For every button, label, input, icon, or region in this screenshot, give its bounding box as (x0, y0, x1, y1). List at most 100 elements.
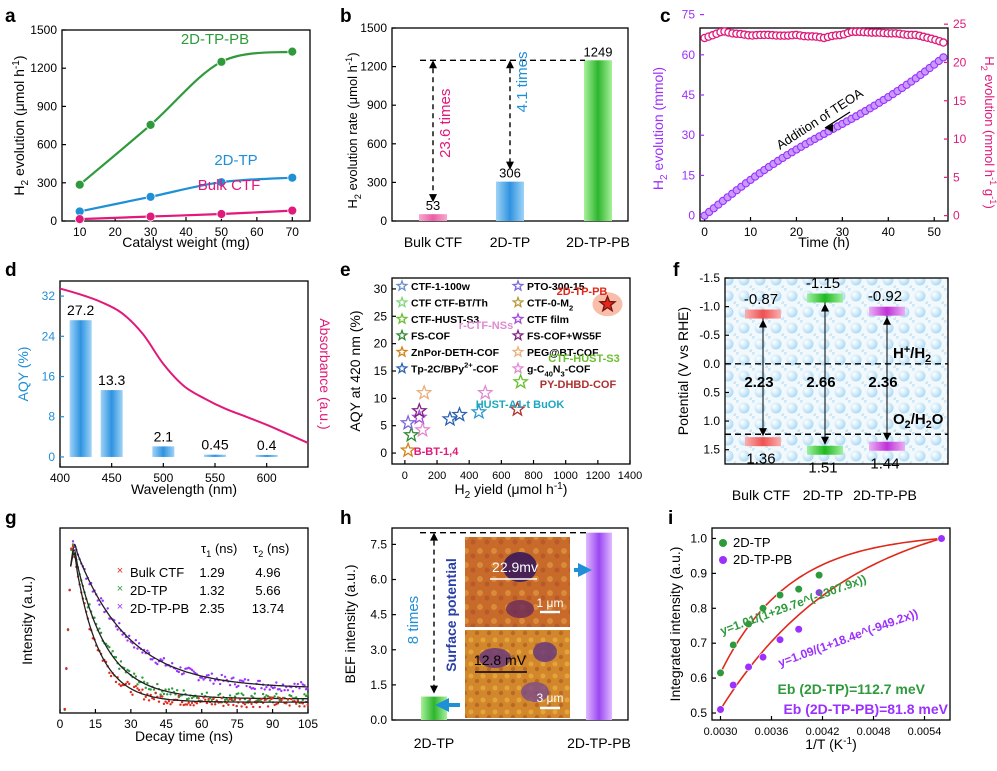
legend-label: 2D-TP-PB (130, 601, 189, 616)
data-point (729, 680, 738, 690)
decay-point (187, 697, 190, 700)
decay-point (192, 670, 195, 673)
x-tick-label: 0.0042 (806, 726, 840, 738)
x-tick-label: 2D-TP (803, 487, 843, 503)
point-label: 2D-TP-PB (557, 286, 608, 298)
data-point (775, 590, 785, 600)
fit-line (79, 50, 293, 186)
data-point (410, 408, 428, 425)
panel-label: h (340, 508, 352, 529)
bar (100, 390, 123, 457)
data-point (216, 56, 227, 67)
label-part: -COF (473, 364, 499, 376)
panel-label: a (5, 6, 16, 27)
data-point (145, 119, 156, 130)
y-tick-label: 15 (374, 364, 388, 378)
bar-value-label: 0.45 (201, 437, 228, 453)
x-tick-label: 550 (205, 471, 225, 485)
decay-point (290, 694, 293, 698)
x-tick-label: 50 (928, 225, 942, 239)
decay-point (210, 672, 214, 675)
y-tick-label: 300 (367, 175, 387, 189)
y-tick-label: 1.0 (703, 414, 720, 428)
legend-label: FS-COF+WS5F (527, 331, 602, 343)
panel-label: c (660, 6, 671, 27)
x-tick-label: 10 (73, 225, 87, 239)
decay-point (253, 692, 257, 695)
label-part: H (11, 185, 27, 195)
decay-point (179, 703, 182, 706)
data-point (414, 421, 431, 438)
y-tick-label: 30 (682, 128, 696, 142)
y-axis-label: Potential (V vs RHE) (675, 307, 691, 435)
data-point (441, 410, 459, 427)
decay-point (280, 689, 283, 693)
legend-label: Bulk CTF (130, 565, 184, 580)
data-point (74, 214, 85, 224)
decay-point (189, 703, 192, 707)
x-tick-label: 40 (179, 225, 193, 239)
decay-point (296, 682, 300, 686)
decay-point (71, 545, 75, 548)
vb-value-label: 1.51 (808, 459, 837, 476)
right-y-axis-label: Absorbance (a.u.) (317, 318, 333, 429)
decay-point (131, 693, 134, 696)
decay-point (132, 646, 136, 649)
label-part: -1 (988, 196, 997, 204)
data-point (399, 441, 417, 458)
y-tick-label: 0.9 (690, 566, 707, 580)
decay-point (268, 699, 271, 702)
decay-point (268, 696, 271, 699)
decay-point (68, 588, 71, 592)
legend-label: Tp-2C/BPy2+-COF (411, 361, 499, 376)
label-part: ) (982, 204, 997, 208)
y-tick-label: 0 (380, 446, 387, 460)
decay-point (154, 661, 157, 664)
arrow-head (759, 319, 767, 328)
decay-point (109, 674, 113, 678)
y-tick-label: 4.5 (370, 608, 387, 622)
decay-point (253, 687, 257, 691)
bar (69, 320, 92, 457)
label-part: -1 (988, 177, 997, 185)
x-tick-label: 45 (160, 717, 174, 731)
decay-point (151, 658, 154, 661)
decay-point (141, 651, 144, 654)
panel-a: 10 20 30 40 50 60 70 0 300 600 900 1200 1500 Catalyst… (11, 23, 311, 250)
decay-point (192, 704, 195, 707)
label-part: 1/T (K (805, 736, 844, 752)
x-tick-label: 800 (524, 470, 542, 482)
y-tick-label: 75 (682, 8, 696, 22)
data-point (216, 209, 227, 219)
decay-point (235, 704, 238, 708)
decay-point (237, 692, 240, 695)
data-point (939, 38, 948, 47)
decay-point (144, 695, 147, 699)
x-tick-label: 70 (286, 225, 300, 239)
decay-point (270, 685, 273, 688)
decay-point (179, 666, 182, 669)
x-tick-label: 400 (460, 470, 478, 482)
panel-label: f (673, 260, 680, 281)
ratio-annotation: 4.1 times (514, 52, 531, 113)
legend-label: g-C40N3-COF (527, 364, 591, 379)
decay-point (190, 696, 194, 700)
decay-point (278, 687, 281, 691)
tau2-value: 5.66 (255, 583, 280, 598)
label-part: ) (563, 481, 568, 497)
label-part: 2 (258, 549, 263, 559)
label-part: H (982, 56, 997, 65)
data-point (402, 426, 420, 443)
panel-label: i (668, 508, 673, 529)
tau2-value: 13.74 (252, 601, 285, 616)
arrow-head (506, 161, 514, 170)
decay-point (141, 676, 144, 679)
decay-point (202, 696, 205, 699)
plot-frame (711, 527, 951, 721)
series-label: 2D-TP-PB (181, 31, 249, 48)
decay-point (129, 690, 133, 694)
decay-point (283, 689, 286, 692)
x-axis-label: 1/T (K-1) (805, 736, 857, 752)
label-part: 2 (569, 304, 573, 313)
panel-g: 0 15 30 45 60 75 90 105 Decay time (ns) Intensity… (19, 527, 318, 744)
